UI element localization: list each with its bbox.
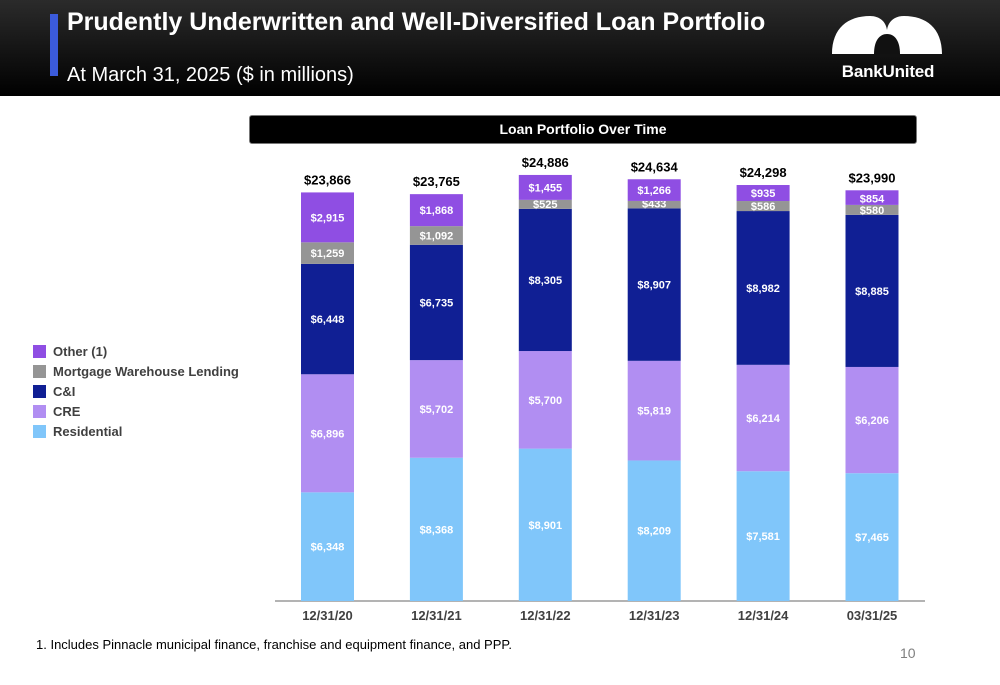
data-label: $6,214 (746, 413, 781, 425)
data-label: $6,348 (311, 542, 345, 554)
data-label: $6,206 (855, 415, 889, 427)
slide-title: Prudently Underwritten and Well-Diversif… (67, 8, 766, 36)
bar-segment (627, 360, 681, 461)
data-label: $1,092 (420, 230, 454, 242)
data-label: $8,305 (528, 275, 562, 287)
bar-segment (736, 471, 790, 601)
bar-segment (627, 460, 681, 601)
bar-segment (301, 242, 354, 264)
bar-segment (518, 351, 572, 449)
x-tick-label: 12/31/22 (520, 608, 571, 623)
x-tick-label: 12/31/21 (411, 608, 462, 623)
bar-segment (845, 214, 899, 367)
legend-label: CRE (53, 403, 81, 419)
bar-segment (736, 201, 790, 212)
x-tick-label: 12/31/20 (302, 608, 353, 623)
bar-segment (845, 366, 899, 474)
data-label: $8,907 (637, 280, 671, 292)
legend-item: CRE (33, 401, 239, 421)
bar-segment (627, 208, 681, 361)
bar-segment (409, 194, 463, 227)
data-label: $7,581 (746, 531, 780, 543)
data-label: $8,209 (637, 526, 671, 538)
legend-swatch (33, 364, 46, 378)
bar-segment (845, 190, 899, 205)
total-label: $24,634 (631, 159, 679, 174)
legend-label: Mortgage Warehouse Lending (53, 363, 239, 379)
bar-segment (409, 244, 463, 361)
legend-swatch (33, 344, 46, 358)
bar-segment (301, 492, 354, 601)
bar-segment (409, 226, 463, 245)
data-label: $1,259 (311, 248, 345, 260)
bar-segment (518, 448, 572, 601)
slide-subtitle: At March 31, 2025 ($ in millions) (67, 64, 354, 86)
legend-item: Mortgage Warehouse Lending (33, 361, 239, 381)
slide-header: Prudently Underwritten and Well-Diversif… (0, 0, 1000, 96)
legend-label: Residential (53, 423, 123, 439)
data-label: $433 (642, 198, 666, 210)
title-accent-bar (50, 14, 58, 76)
legend-item: C&I (33, 381, 239, 401)
bar-segment (409, 457, 463, 601)
data-label: $5,819 (637, 406, 671, 418)
data-label: $5,700 (528, 395, 562, 407)
bar-segment (301, 374, 354, 493)
data-label: $7,465 (855, 532, 889, 544)
legend-label: C&I (53, 383, 76, 399)
page-number: 10 (900, 645, 916, 661)
legend-swatch (33, 424, 46, 438)
legend-label: Other (1) (53, 343, 108, 359)
data-label: $6,735 (420, 297, 454, 309)
total-label: $24,886 (522, 155, 569, 170)
bar-segment (627, 179, 681, 201)
bar-segment (736, 185, 790, 202)
footnote: 1. Includes Pinnacle municipal finance, … (36, 637, 513, 652)
bar-segment (736, 211, 790, 365)
data-label: $854 (860, 193, 885, 205)
data-label: $6,448 (311, 314, 345, 326)
x-tick-label: 03/31/25 (847, 608, 898, 623)
bar-segment (518, 199, 572, 209)
bar-segment (301, 263, 354, 375)
total-label: $23,990 (849, 170, 896, 185)
bar-segment (845, 473, 899, 601)
x-tick-label: 12/31/24 (738, 608, 789, 623)
bar-segment (845, 204, 899, 215)
total-label: $24,298 (740, 165, 787, 180)
data-label: $6,896 (311, 428, 345, 440)
data-label: $1,266 (637, 185, 671, 197)
chart-title: Loan Portfolio Over Time (249, 115, 917, 144)
data-label: $8,901 (528, 520, 562, 532)
data-label: $2,915 (311, 212, 345, 224)
data-label: $586 (751, 201, 775, 213)
logo-text: BankUnited (841, 62, 935, 81)
x-tick-label: 12/31/23 (629, 608, 680, 623)
total-label: $23,765 (413, 174, 460, 189)
data-label: $1,868 (420, 205, 454, 217)
bar-segment (627, 200, 681, 209)
chart-legend: Other (1) Mortgage Warehouse Lending C&I CR… (33, 341, 239, 441)
data-label: $1,455 (528, 182, 562, 194)
legend-swatch (33, 384, 46, 398)
legend-swatch (33, 404, 46, 418)
bar-segment (736, 364, 790, 472)
data-label: $580 (860, 205, 884, 217)
legend-item: Residential (33, 421, 239, 441)
data-label: $5,702 (420, 404, 454, 416)
data-label: $8,368 (420, 524, 454, 536)
bar-segment (518, 208, 572, 352)
bar-segment (301, 192, 354, 243)
bar-segment (409, 360, 463, 458)
legend-item: Other (1) (33, 341, 239, 361)
total-label: $23,866 (304, 172, 351, 187)
data-label: $8,885 (855, 286, 889, 298)
data-label: $525 (533, 199, 557, 211)
bar-segment (518, 174, 572, 200)
bankunited-logo-icon (832, 16, 942, 54)
data-label: $8,982 (746, 283, 780, 295)
data-label: $935 (751, 188, 775, 200)
